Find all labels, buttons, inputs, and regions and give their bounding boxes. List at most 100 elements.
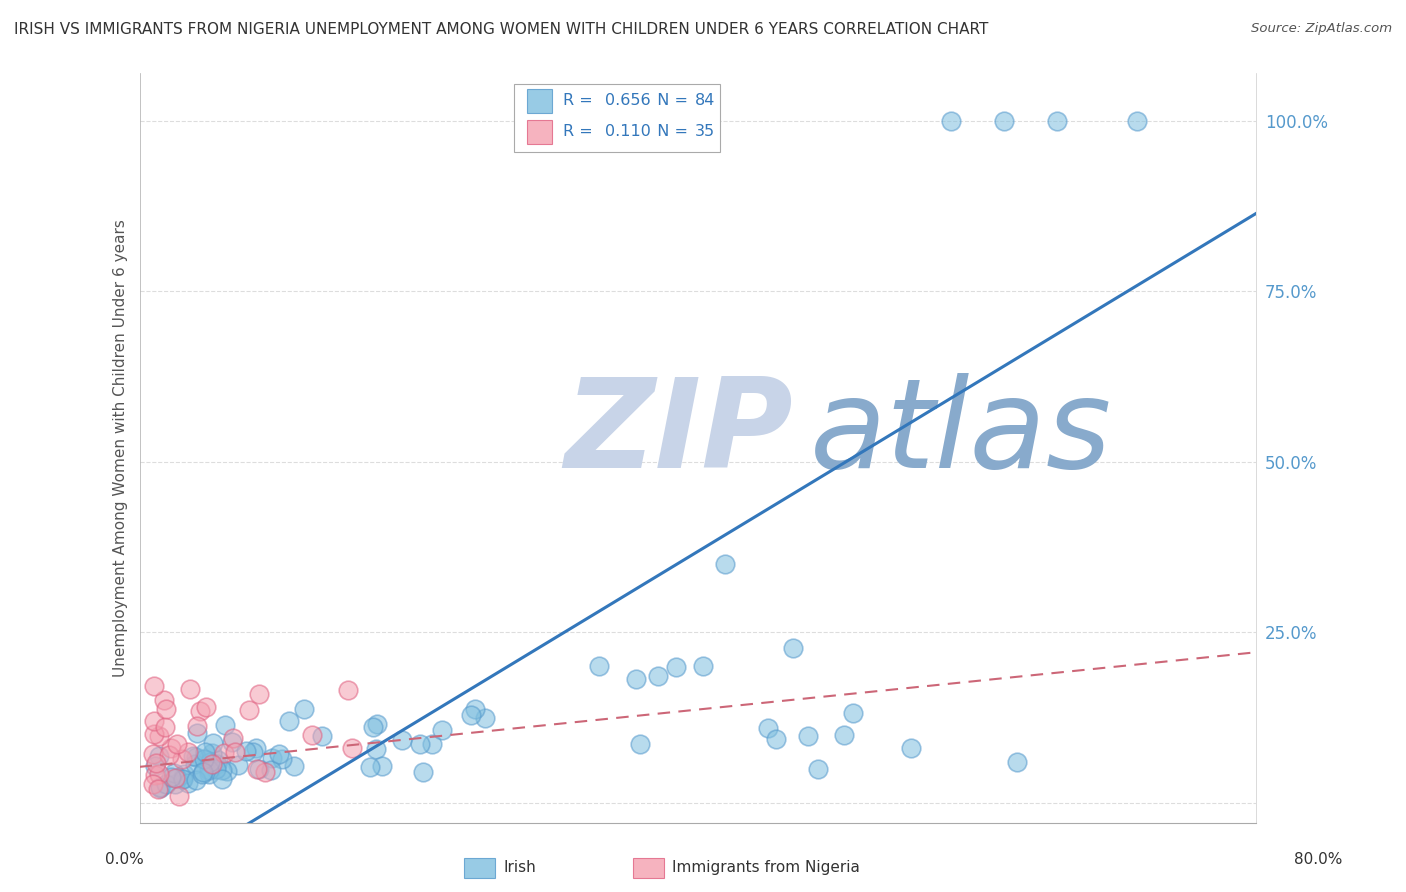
Text: 35: 35 xyxy=(695,124,714,139)
Point xyxy=(359,760,381,774)
Point xyxy=(247,687,270,701)
Text: IRISH VS IMMIGRANTS FROM NIGERIA UNEMPLOYMENT AMONG WOMEN WITH CHILDREN UNDER 6 : IRISH VS IMMIGRANTS FROM NIGERIA UNEMPLO… xyxy=(14,22,988,37)
Point xyxy=(1046,113,1069,128)
Point xyxy=(142,747,165,762)
Point xyxy=(278,714,301,728)
Point xyxy=(301,728,323,742)
Point xyxy=(186,726,208,740)
Point xyxy=(186,750,208,764)
Point xyxy=(198,767,221,781)
Point xyxy=(756,721,779,735)
Point xyxy=(412,764,434,779)
Point xyxy=(311,729,333,743)
Point xyxy=(155,720,177,734)
Text: Source: ZipAtlas.com: Source: ZipAtlas.com xyxy=(1251,22,1392,36)
Point xyxy=(165,776,187,790)
Text: N =: N = xyxy=(647,124,693,139)
Point xyxy=(262,751,284,765)
Point xyxy=(221,734,243,748)
Point xyxy=(191,765,214,780)
Point xyxy=(242,746,264,760)
Point xyxy=(198,763,221,777)
Point xyxy=(184,756,207,771)
Point xyxy=(588,659,610,673)
Point xyxy=(283,759,305,773)
Point xyxy=(169,789,191,804)
Point xyxy=(900,741,922,756)
Point xyxy=(254,765,277,780)
Point xyxy=(211,772,233,786)
Text: ZIP: ZIP xyxy=(564,373,793,493)
Point xyxy=(195,753,218,767)
Point xyxy=(195,700,218,714)
Point xyxy=(172,772,194,787)
Point xyxy=(214,718,236,732)
Point xyxy=(692,659,714,673)
Point xyxy=(342,741,364,756)
Point xyxy=(832,728,855,742)
Text: Immigrants from Nigeria: Immigrants from Nigeria xyxy=(672,860,860,874)
Point xyxy=(183,748,205,763)
Point xyxy=(190,704,212,718)
Point xyxy=(624,672,647,686)
Point xyxy=(713,558,735,572)
Point xyxy=(207,757,229,772)
Point xyxy=(432,723,454,737)
Text: Irish: Irish xyxy=(503,860,536,874)
Point xyxy=(193,745,215,759)
Point xyxy=(364,742,387,756)
Point xyxy=(163,766,186,780)
Point xyxy=(807,762,830,776)
Point xyxy=(1005,755,1028,769)
Point xyxy=(173,766,195,780)
Point xyxy=(460,707,482,722)
Point xyxy=(193,752,215,766)
Point xyxy=(245,741,267,756)
Point xyxy=(260,763,283,777)
Point xyxy=(337,682,360,697)
Point xyxy=(155,777,177,791)
Point xyxy=(142,714,165,728)
Point xyxy=(145,756,167,770)
Point xyxy=(159,740,181,755)
Point xyxy=(292,702,315,716)
Point xyxy=(371,759,394,773)
Point xyxy=(186,719,208,733)
Point xyxy=(267,747,290,762)
Text: R =: R = xyxy=(562,94,598,108)
Text: R =: R = xyxy=(562,124,598,139)
Point xyxy=(179,682,201,697)
Point xyxy=(177,745,200,759)
Point xyxy=(797,729,820,743)
Point xyxy=(464,701,486,715)
Point xyxy=(184,772,207,787)
Text: atlas: atlas xyxy=(810,373,1112,493)
Point xyxy=(142,727,165,741)
Point xyxy=(155,702,177,716)
Point xyxy=(238,703,260,717)
Point xyxy=(222,731,245,745)
Point xyxy=(391,733,413,747)
Point xyxy=(247,762,270,776)
Point xyxy=(170,772,193,786)
Point xyxy=(207,753,229,767)
Point xyxy=(142,777,165,791)
Point xyxy=(246,762,269,776)
Point xyxy=(271,752,294,766)
Point xyxy=(211,763,233,777)
Y-axis label: Unemployment Among Women with Children Under 6 years: Unemployment Among Women with Children U… xyxy=(114,219,128,677)
Point xyxy=(939,113,962,128)
Point xyxy=(191,767,214,781)
Point xyxy=(172,752,194,766)
Point xyxy=(1125,113,1147,128)
Point xyxy=(177,776,200,790)
Point xyxy=(993,113,1015,128)
Bar xyxy=(513,84,720,152)
Point xyxy=(146,782,169,797)
Point xyxy=(201,757,224,772)
Point xyxy=(215,764,238,779)
Point xyxy=(782,641,804,656)
Point xyxy=(409,737,432,751)
Point xyxy=(363,720,385,734)
Bar xyxy=(527,88,551,112)
